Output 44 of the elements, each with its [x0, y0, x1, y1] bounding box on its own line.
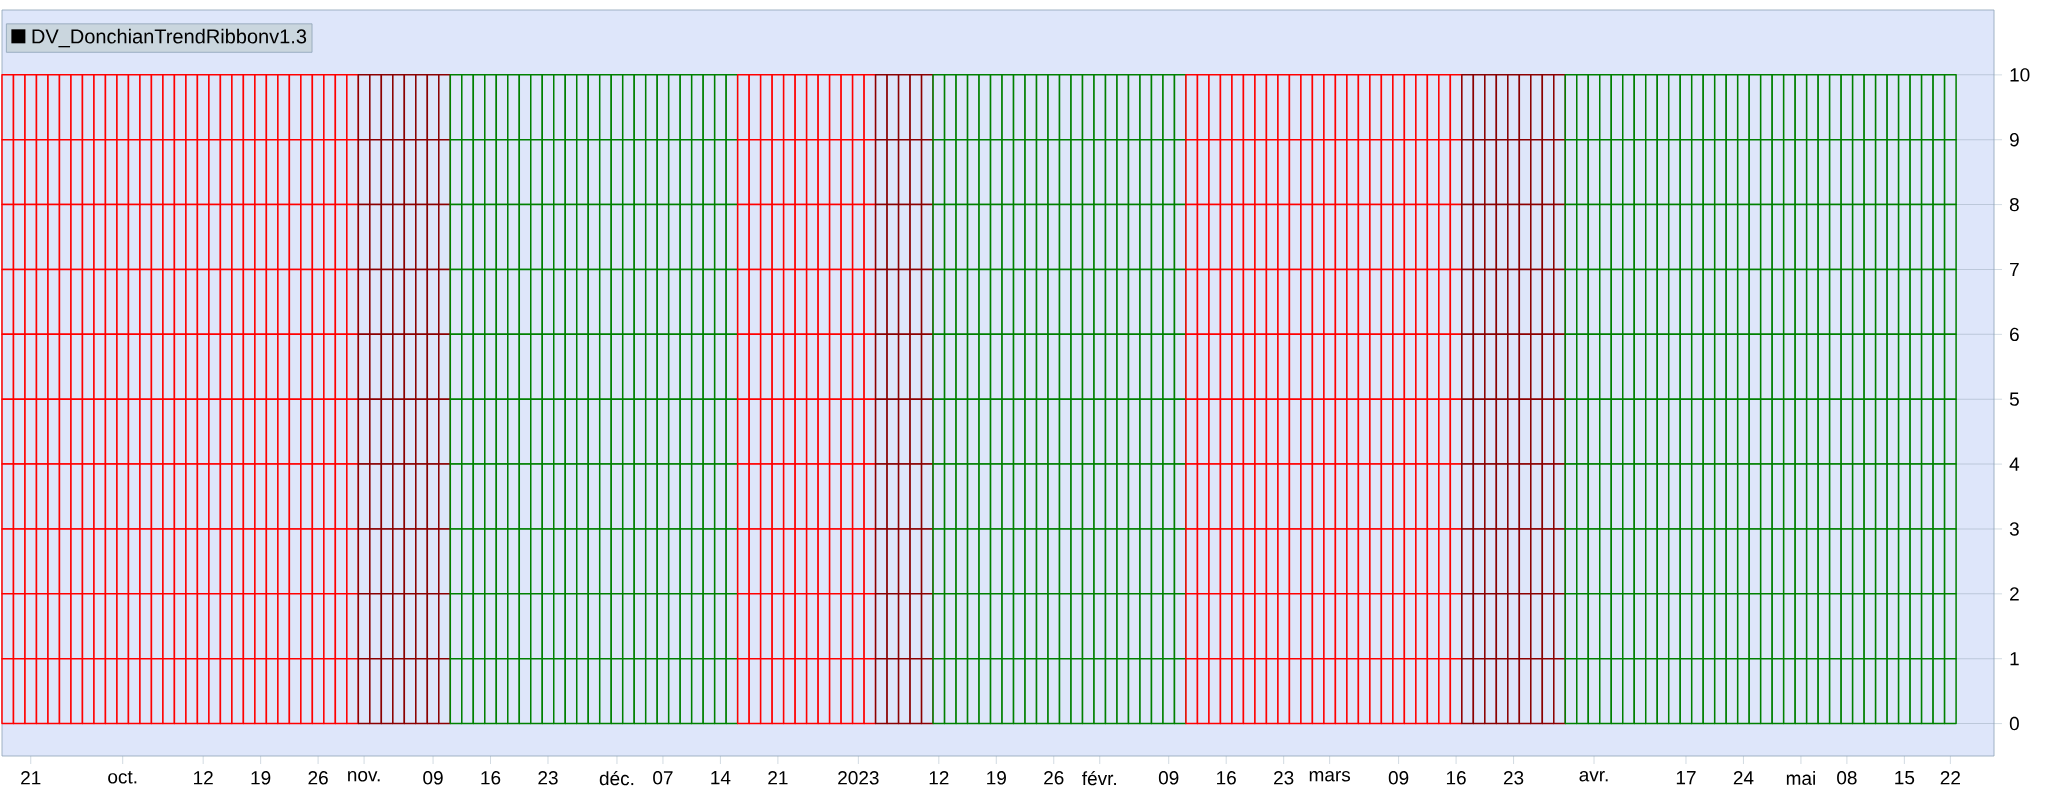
x-tick-label: 15	[1895, 771, 1915, 785]
y-tick-label: 0	[2009, 716, 2019, 731]
x-tick-label: 09	[1388, 771, 1409, 785]
x-tick-label: 19	[987, 771, 1006, 785]
x-tick-label: 08	[1837, 771, 1857, 785]
y-tick-label: 3	[2009, 522, 2019, 536]
y-tick-label: 1	[2010, 652, 2019, 666]
x-tick-label: 23	[1503, 771, 1524, 785]
x-tick-label: oct.	[108, 771, 137, 784]
text: DV_DonchianTrendRibbonv1.3	[32, 28, 307, 48]
x-tick-label: 12	[194, 771, 213, 785]
x-tick-label: 14	[711, 771, 731, 785]
x-tick-label: 09	[1158, 771, 1179, 785]
y-tick-label: 10	[2010, 68, 2030, 82]
x-tick-label: 23	[1274, 771, 1294, 785]
y-tick-label: 8	[2009, 197, 2019, 212]
x-tick-label: mai	[1786, 771, 1815, 786]
x-tick-label: 17	[1676, 771, 1696, 785]
y-tick-label: 4	[2009, 457, 2020, 471]
x-tick-label: 16	[1446, 771, 1466, 785]
x-tick-label: 23	[538, 771, 558, 785]
y-tick-label: 7	[2010, 262, 2019, 277]
x-tick-label: févr.	[1082, 771, 1116, 786]
y-tick-label: 9	[2009, 133, 2019, 147]
x-tick-label: 2023	[838, 771, 879, 785]
y-tick-label: 5	[2009, 392, 2019, 406]
x-tick-label: 24	[1733, 771, 1754, 785]
y-tick-label: 2	[2010, 587, 2019, 601]
x-tick-label: 21	[768, 771, 788, 785]
x-tick-label: 12	[929, 771, 949, 785]
x-tick-label: 09	[423, 771, 443, 785]
x-tick-label: avr.	[1579, 771, 1608, 782]
x-tick-label: 16	[1217, 771, 1236, 785]
x-tick-label: mars	[1309, 771, 1351, 782]
x-tick-label: 26	[1044, 771, 1064, 785]
y-tick-label: 6	[2010, 327, 2019, 342]
x-tick-label: 26	[308, 771, 328, 785]
x-tick-label: déc.	[599, 771, 634, 786]
x-tick-label: 16	[481, 771, 501, 785]
x-tick-label: nov.	[348, 771, 380, 782]
x-tick-label: 07	[653, 771, 673, 785]
x-tick-label: 19	[251, 771, 271, 785]
x-tick-label: 22	[1940, 771, 1960, 785]
x-tick-label: 21	[21, 771, 41, 785]
